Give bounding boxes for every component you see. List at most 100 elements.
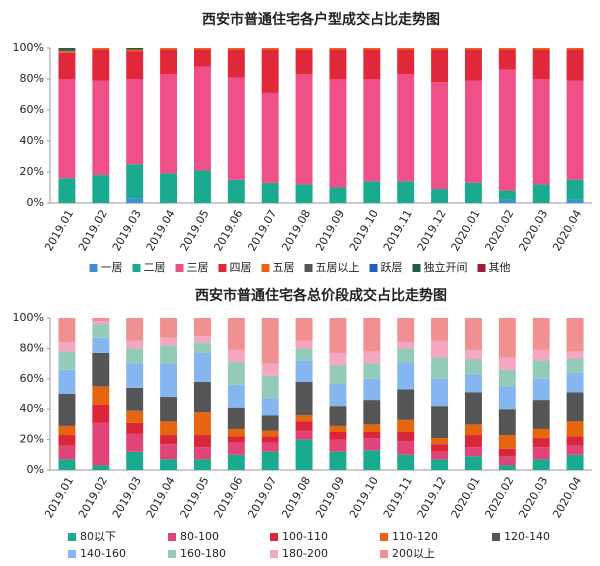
x-tick-label: 2019.12 xyxy=(415,208,449,254)
bar-segment xyxy=(431,189,449,203)
bar-segment xyxy=(431,82,449,190)
y-tick-label: 0% xyxy=(27,463,44,476)
bar-segment xyxy=(160,363,178,398)
bar-segment xyxy=(58,435,76,446)
legend: 一居 二居 三居 四居 五居 五居以上 跃层 独立开间 其他 xyxy=(89,260,511,274)
bar-segment xyxy=(566,48,584,50)
bar-segment xyxy=(92,175,110,203)
legend-swatch xyxy=(380,550,388,558)
bar-segment xyxy=(329,406,347,426)
bar-segment xyxy=(566,49,584,81)
bar-segment xyxy=(227,428,245,437)
x-tick-label: 2020.04 xyxy=(550,475,584,521)
x-tick-label: 2019.11 xyxy=(381,475,415,521)
bar-segment xyxy=(329,425,347,432)
bar-segment xyxy=(566,80,584,180)
x-tick-label: 2019.03 xyxy=(110,475,144,521)
bar-segment xyxy=(261,436,279,443)
bar-segment xyxy=(498,435,516,449)
bar-segment xyxy=(431,378,449,407)
bar-segment xyxy=(227,362,245,385)
bar-segment xyxy=(126,348,144,364)
bar-segment xyxy=(431,406,449,439)
legend-swatch xyxy=(369,264,378,272)
bar-segment xyxy=(295,49,313,75)
bar-segment xyxy=(126,433,144,452)
bar-segment xyxy=(295,360,313,382)
bar-segment xyxy=(397,432,415,442)
bar-segment xyxy=(464,49,482,81)
bar-segment xyxy=(295,381,313,416)
bar-segment xyxy=(126,49,144,52)
bar-segment xyxy=(295,74,313,185)
bar-segment xyxy=(329,79,347,188)
x-tick-label: 2019.08 xyxy=(279,475,313,521)
bar-segment xyxy=(431,451,449,460)
bar-segment xyxy=(58,369,76,394)
bar-segment xyxy=(566,179,584,200)
bar-segment xyxy=(397,48,415,50)
bar-segment xyxy=(498,465,516,470)
x-tick-label: 2019.09 xyxy=(313,208,347,254)
bar-segment xyxy=(566,445,584,455)
bar-segment xyxy=(227,49,245,78)
bar-segment xyxy=(363,181,381,203)
x-tick-label: 2019.04 xyxy=(144,475,178,521)
bar-segment xyxy=(160,48,178,50)
legend-swatch xyxy=(261,264,270,272)
bar-segment xyxy=(464,349,482,360)
bar-segment xyxy=(261,442,279,452)
legend-label: 110-120 xyxy=(392,530,438,543)
bar-segment xyxy=(329,365,347,384)
bar-segment xyxy=(532,349,550,361)
bar-segment xyxy=(227,436,245,443)
bar-segment xyxy=(92,80,110,176)
bar-segment xyxy=(498,48,516,50)
bar-segment xyxy=(227,349,245,363)
bar-segment xyxy=(227,77,245,180)
bar-segment xyxy=(464,447,482,457)
x-tick-label: 2019.10 xyxy=(347,208,381,254)
bar-segment xyxy=(295,340,313,349)
x-tick-label: 2019.11 xyxy=(381,208,415,254)
legend-swatch xyxy=(132,264,141,272)
bar-segment xyxy=(532,459,550,470)
bar-segment xyxy=(261,375,279,399)
bar-segment xyxy=(160,435,178,445)
bar-segment xyxy=(160,444,178,460)
bar-segment xyxy=(363,400,381,425)
legend-label: 四居 xyxy=(230,261,252,274)
bar-segment xyxy=(566,454,584,470)
bar-segment xyxy=(193,435,211,448)
bar-segment xyxy=(261,48,279,50)
bar-segment xyxy=(295,48,313,50)
bar-segment xyxy=(58,49,76,52)
x-tick-label: 2019.10 xyxy=(347,475,381,521)
bar-segment xyxy=(329,383,347,407)
bar-segment xyxy=(126,451,144,470)
y-tick-label: 80% xyxy=(20,72,44,85)
y-tick-label: 20% xyxy=(20,165,44,178)
bar-segment xyxy=(532,184,550,203)
bar-segment xyxy=(464,80,482,183)
bar-segment xyxy=(261,451,279,470)
bar-segment xyxy=(363,79,381,182)
bar-segment xyxy=(193,48,211,50)
bar-segment xyxy=(126,51,144,79)
bar-segment xyxy=(160,318,178,338)
x-tick-label: 2019.04 xyxy=(144,208,178,254)
x-tick-label: 2019.06 xyxy=(212,475,246,521)
y-tick-label: 100% xyxy=(13,311,44,324)
y-tick-label: 60% xyxy=(20,103,44,116)
bar-segment xyxy=(160,74,178,174)
legend-swatch xyxy=(68,533,76,541)
bar-segment xyxy=(464,374,482,393)
bar-segment xyxy=(431,318,449,341)
legend-label: 200以上 xyxy=(392,547,435,560)
y-tick-label: 80% xyxy=(20,341,44,354)
x-tick-label: 2019.12 xyxy=(415,475,449,521)
bar-segment xyxy=(397,389,415,420)
bar-segment xyxy=(532,79,550,185)
bar-segment xyxy=(532,48,550,50)
